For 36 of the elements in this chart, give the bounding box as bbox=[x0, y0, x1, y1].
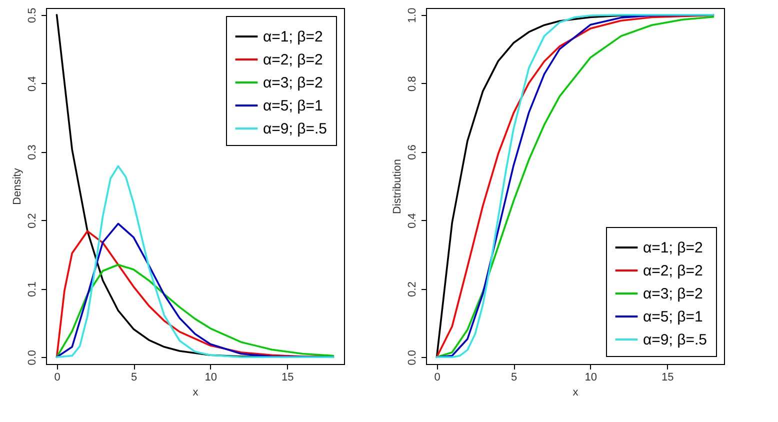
x-axis-title: x bbox=[572, 386, 579, 398]
x-tick-label: 5 bbox=[130, 372, 138, 384]
y-tick-label: 0.2 bbox=[26, 213, 38, 228]
legend-label: α=3; β=2 bbox=[263, 74, 323, 92]
legend-label: α=2; β=2 bbox=[263, 52, 323, 68]
y-tick-label: 0.6 bbox=[406, 144, 418, 160]
y-tick-label: 0.4 bbox=[26, 76, 38, 92]
legend-label: α=9; β=.5 bbox=[263, 120, 328, 138]
legend-label: α=5; β=1 bbox=[263, 98, 323, 114]
x-tick-label: 5 bbox=[510, 372, 518, 384]
x-tick-label: 10 bbox=[204, 372, 217, 384]
x-tick-label: 15 bbox=[662, 372, 674, 384]
legend-label: α=9; β=.5 bbox=[643, 332, 708, 348]
legend-label: α=2; β=2 bbox=[643, 262, 703, 280]
legend-label: α=3; β=2 bbox=[643, 286, 703, 302]
y-tick-label: 0.2 bbox=[406, 282, 418, 297]
y-tick-label: 0.5 bbox=[26, 8, 38, 23]
line-series bbox=[56, 165, 334, 358]
y-tick-label: 0.0 bbox=[406, 350, 418, 366]
legend-label: α=5; β=1 bbox=[643, 308, 703, 326]
y-tick-label: 0.8 bbox=[406, 76, 418, 92]
x-axis-title: x bbox=[192, 386, 199, 398]
y-tick-label: 0.1 bbox=[26, 282, 38, 297]
y-tick-label: 1.0 bbox=[406, 8, 418, 23]
x-tick-label: 0 bbox=[434, 372, 440, 384]
line-series bbox=[56, 264, 334, 358]
y-axis-title: Density bbox=[12, 168, 24, 205]
y-tick-label: 0.0 bbox=[26, 350, 38, 366]
x-tick-label: 0 bbox=[54, 372, 60, 384]
y-tick-label: 0.3 bbox=[26, 144, 38, 160]
legend-label: α=1; β=2 bbox=[643, 240, 703, 256]
x-tick-label: 10 bbox=[584, 372, 597, 384]
y-axis-title: Distribution bbox=[392, 158, 404, 214]
x-tick-label: 15 bbox=[282, 372, 294, 384]
legend-label: α=1; β=2 bbox=[263, 28, 323, 46]
y-tick-label: 0.4 bbox=[406, 213, 418, 228]
